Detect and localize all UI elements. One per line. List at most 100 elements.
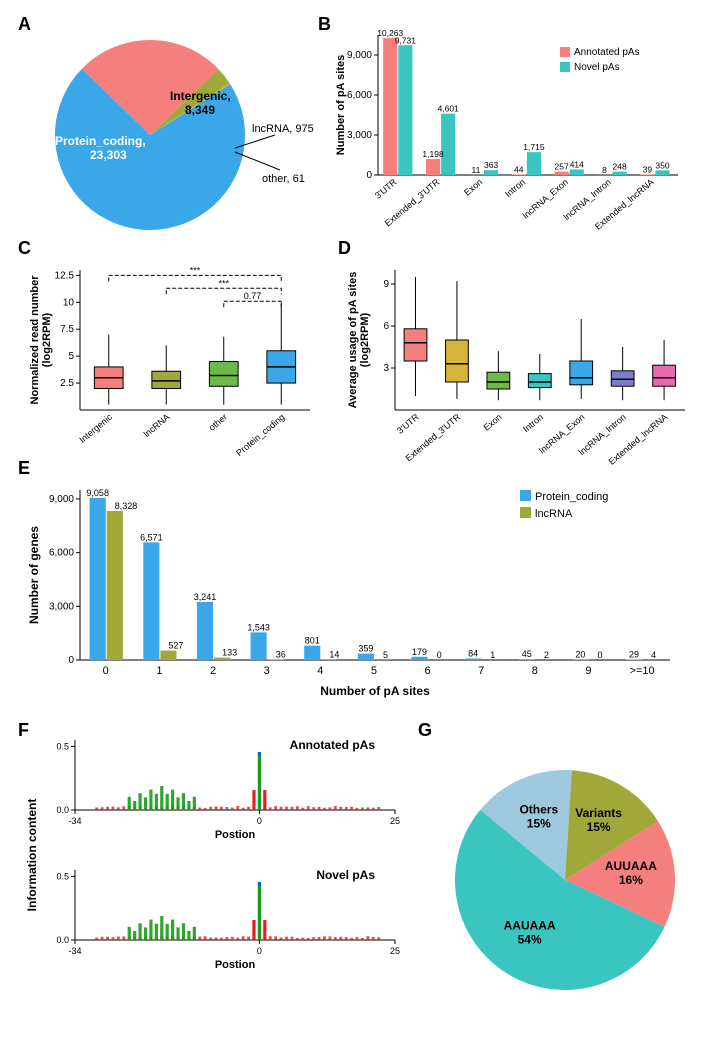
svg-text:5: 5 (383, 650, 388, 660)
svg-text:4: 4 (317, 665, 323, 677)
svg-text:179: 179 (412, 647, 427, 657)
svg-text:Protein_coding: Protein_coding (535, 491, 608, 503)
bar-novel (570, 169, 584, 175)
svg-text:6,000: 6,000 (347, 90, 372, 101)
svg-text:16%: 16% (619, 873, 643, 887)
svg-text:0: 0 (257, 816, 262, 826)
svg-text:8: 8 (602, 165, 607, 175)
svg-text:44: 44 (514, 164, 524, 174)
svg-text:other: other (207, 412, 229, 433)
svg-text:Intron: Intron (521, 412, 545, 434)
bar-novel (655, 170, 669, 175)
svg-text:9,000: 9,000 (49, 494, 74, 505)
svg-text:>=10: >=10 (630, 665, 655, 677)
svg-text:Protein_coding,: Protein_coding, (55, 134, 146, 148)
svg-text:133: 133 (222, 648, 237, 658)
bar-annotated (426, 159, 440, 175)
panel-g-pie: Others15%Variants15%AUUAAA16%AAUAAA54% (420, 740, 700, 1020)
svg-text:Number of pA sites: Number of pA sites (335, 55, 347, 155)
svg-text:Others: Others (519, 802, 558, 816)
svg-text:7: 7 (478, 665, 484, 677)
svg-text:(log2RPM): (log2RPM) (41, 312, 53, 367)
svg-text:8,349: 8,349 (185, 103, 215, 117)
svg-text:6: 6 (383, 321, 389, 332)
bar-annotated (512, 174, 526, 175)
bar-novel (441, 114, 455, 175)
svg-text:0: 0 (366, 170, 372, 181)
svg-text:54%: 54% (518, 933, 542, 947)
svg-text:3: 3 (383, 363, 389, 374)
svg-text:***: *** (218, 278, 229, 288)
svg-text:lncRNA: lncRNA (142, 412, 172, 439)
svg-text:1: 1 (490, 650, 495, 660)
svg-text:Novel pAs: Novel pAs (574, 62, 620, 73)
svg-text:23,303: 23,303 (90, 148, 127, 162)
svg-text:45: 45 (522, 649, 532, 659)
svg-text:Postion: Postion (215, 959, 256, 971)
svg-text:3: 3 (264, 665, 270, 677)
svg-text:AUUAAA: AUUAAA (605, 859, 657, 873)
bar-annotated (640, 174, 654, 175)
svg-text:Normalized read number: Normalized read number (29, 275, 41, 405)
svg-text:25: 25 (390, 816, 400, 826)
svg-text:Variants: Variants (575, 806, 622, 820)
svg-text:4: 4 (651, 650, 656, 660)
svg-text:Protein_coding: Protein_coding (234, 412, 286, 458)
svg-text:***: *** (190, 265, 201, 275)
svg-text:0: 0 (598, 650, 603, 660)
svg-text:0.5: 0.5 (56, 871, 69, 881)
svg-text:12.5: 12.5 (55, 270, 75, 281)
svg-text:6: 6 (425, 665, 431, 677)
svg-text:15%: 15% (587, 820, 611, 834)
svg-text:Information content: Information content (25, 799, 39, 912)
svg-text:1,198: 1,198 (422, 149, 444, 159)
svg-text:29: 29 (629, 649, 639, 659)
svg-text:8: 8 (532, 665, 538, 677)
svg-text:359: 359 (358, 644, 373, 654)
svg-text:20: 20 (575, 650, 585, 660)
svg-text:9,000: 9,000 (347, 50, 372, 61)
svg-text:-34: -34 (68, 946, 81, 956)
svg-text:0: 0 (68, 655, 74, 666)
svg-text:0.0: 0.0 (56, 935, 69, 945)
svg-text:11: 11 (472, 165, 481, 175)
svg-text:1,715: 1,715 (523, 142, 545, 152)
svg-text:7.5: 7.5 (60, 324, 74, 335)
panel-c-box: 2.557.51012.5Normalized read number(log2… (20, 245, 340, 470)
svg-text:Postion: Postion (215, 829, 256, 841)
svg-text:9: 9 (585, 665, 591, 677)
bar-novel (398, 45, 412, 175)
panel-e-bar: 03,0006,0009,000Number of genesNumber of… (20, 465, 700, 720)
svg-text:25: 25 (390, 946, 400, 956)
svg-text:248: 248 (613, 162, 627, 172)
svg-text:8,328: 8,328 (115, 501, 138, 511)
svg-text:6,571: 6,571 (140, 532, 163, 542)
svg-text:2: 2 (210, 665, 216, 677)
bar-novel (527, 152, 541, 175)
svg-text:2.5: 2.5 (60, 378, 74, 389)
svg-text:Intron: Intron (503, 177, 527, 199)
svg-text:Intergenic,: Intergenic, (170, 89, 231, 103)
svg-text:5: 5 (68, 351, 74, 362)
svg-text:801: 801 (305, 636, 320, 646)
bar-annotated (383, 38, 397, 175)
svg-text:39: 39 (643, 164, 653, 174)
svg-text:1,543: 1,543 (247, 622, 270, 632)
svg-text:0: 0 (257, 946, 262, 956)
svg-text:6,000: 6,000 (49, 548, 74, 559)
svg-text:9: 9 (383, 279, 389, 290)
svg-text:257: 257 (555, 162, 569, 172)
svg-text:0: 0 (437, 650, 442, 660)
svg-text:9,731: 9,731 (395, 35, 417, 45)
svg-text:0.77: 0.77 (244, 291, 262, 301)
bar-annotated (555, 172, 569, 175)
panel-b-bar: 03,0006,0009,000Number of pA sites10,263… (330, 10, 700, 240)
svg-text:Annotated pAs: Annotated pAs (574, 47, 640, 58)
svg-text:0: 0 (103, 665, 109, 677)
svg-text:3'UTR: 3'UTR (373, 177, 399, 201)
svg-text:lncRNA, 975: lncRNA, 975 (252, 123, 314, 135)
svg-text:(log2RPM): (log2RPM) (359, 312, 371, 367)
svg-text:3,000: 3,000 (49, 601, 74, 612)
svg-text:other, 61: other, 61 (262, 173, 305, 185)
svg-text:Exon: Exon (462, 177, 484, 198)
